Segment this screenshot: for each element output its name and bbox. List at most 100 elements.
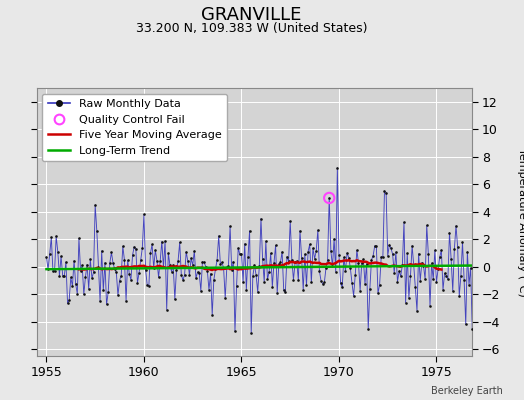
Point	[111, 266, 119, 272]
Point	[275, 260, 283, 267]
Point	[348, 280, 356, 286]
Point	[239, 278, 247, 285]
Point	[309, 245, 317, 251]
Point	[422, 222, 431, 229]
Point	[57, 253, 66, 260]
Point	[182, 248, 190, 255]
Point	[71, 281, 80, 287]
Point	[304, 248, 312, 255]
Point	[336, 280, 345, 286]
Point	[424, 251, 432, 258]
Point	[257, 215, 265, 222]
Point	[109, 260, 117, 266]
Point	[441, 270, 449, 276]
Point	[135, 270, 143, 276]
Point	[132, 246, 140, 252]
Point	[452, 223, 460, 229]
Point	[395, 268, 403, 274]
Point	[78, 262, 86, 268]
Point	[67, 274, 75, 281]
Point	[294, 277, 302, 284]
Point	[434, 266, 442, 272]
Point	[254, 289, 262, 295]
Point	[332, 268, 340, 275]
Point	[255, 262, 264, 269]
Point	[133, 280, 141, 286]
Point	[90, 269, 98, 276]
Point	[210, 276, 218, 283]
Point	[162, 306, 171, 313]
Point	[330, 236, 339, 242]
Point	[149, 265, 158, 271]
Point	[401, 299, 410, 306]
Point	[466, 265, 475, 271]
Point	[180, 272, 189, 278]
Point	[400, 219, 408, 225]
Point	[234, 245, 243, 251]
Point	[233, 282, 241, 289]
Point	[156, 258, 165, 264]
Point	[245, 228, 254, 234]
Point	[203, 267, 212, 274]
Point	[185, 272, 194, 278]
Point	[384, 252, 392, 259]
Point	[391, 249, 400, 255]
Point	[385, 242, 394, 248]
Point	[143, 282, 151, 288]
Point	[70, 258, 78, 264]
Point	[359, 256, 367, 262]
Point	[442, 273, 451, 279]
Point	[310, 256, 319, 262]
Point	[153, 258, 161, 264]
Point	[166, 262, 174, 268]
Point	[292, 258, 301, 264]
Text: GRANVILLE: GRANVILLE	[201, 6, 302, 24]
Point	[296, 228, 304, 234]
Point	[112, 269, 121, 276]
Point	[124, 257, 132, 264]
Point	[364, 325, 373, 332]
Point	[350, 293, 358, 299]
Point	[158, 238, 166, 245]
Point	[47, 234, 56, 240]
Point	[335, 252, 343, 258]
Point	[263, 276, 271, 283]
Point	[200, 259, 208, 266]
Point	[236, 251, 244, 258]
Point	[127, 276, 135, 283]
Point	[317, 278, 325, 284]
Point	[193, 269, 202, 275]
Point	[405, 294, 413, 301]
Point	[394, 278, 402, 285]
Point	[55, 272, 63, 279]
Point	[291, 259, 299, 265]
Point	[273, 290, 281, 296]
Point	[88, 275, 96, 282]
Point	[289, 276, 298, 283]
Point	[426, 302, 434, 309]
Point	[50, 268, 59, 274]
Point	[429, 276, 438, 283]
Point	[218, 259, 226, 266]
Point	[411, 284, 420, 291]
Point	[377, 254, 386, 260]
Point	[447, 256, 455, 262]
Point	[416, 278, 424, 284]
Point	[104, 289, 112, 296]
Point	[382, 189, 390, 196]
Point	[146, 250, 155, 256]
Point	[101, 260, 109, 266]
Point	[91, 202, 100, 208]
Point	[346, 265, 355, 271]
Point	[366, 286, 374, 292]
Point	[183, 258, 192, 264]
Point	[145, 283, 153, 290]
Point	[97, 248, 106, 254]
Point	[114, 292, 122, 298]
Point	[341, 268, 350, 274]
Point	[320, 279, 329, 286]
Point	[96, 298, 104, 304]
Point	[390, 270, 398, 276]
Point	[468, 326, 476, 332]
Point	[241, 240, 249, 247]
